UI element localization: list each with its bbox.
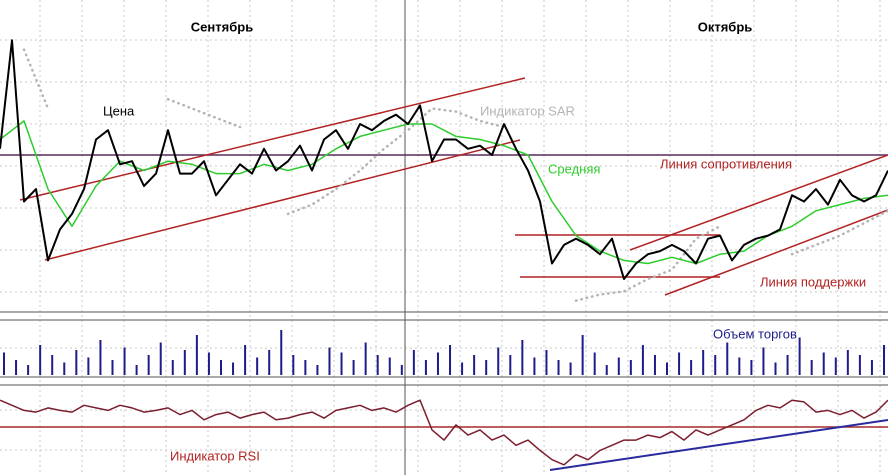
resistance-label: Линия сопротивления [660,156,792,171]
channel-line [629,154,888,251]
rsi-label: Индикатор RSI [170,448,260,463]
month-label: Сентябрь [191,19,253,34]
channel-line [19,77,526,201]
sar-line [22,48,888,302]
rsi-line [0,399,888,466]
ma-label: Средняя [548,161,600,176]
marks [0,39,888,466]
volume-label: Объем торгов [713,326,797,341]
price-line [0,39,888,280]
rsi-trend [549,419,888,471]
channel-line [44,139,521,261]
sar-label: Индикатор SAR [480,103,575,118]
channel-line [664,209,888,296]
price-label: Цена [103,103,135,118]
support-label: Линия поддержки [760,274,866,289]
month-label: Октябрь [698,19,753,34]
